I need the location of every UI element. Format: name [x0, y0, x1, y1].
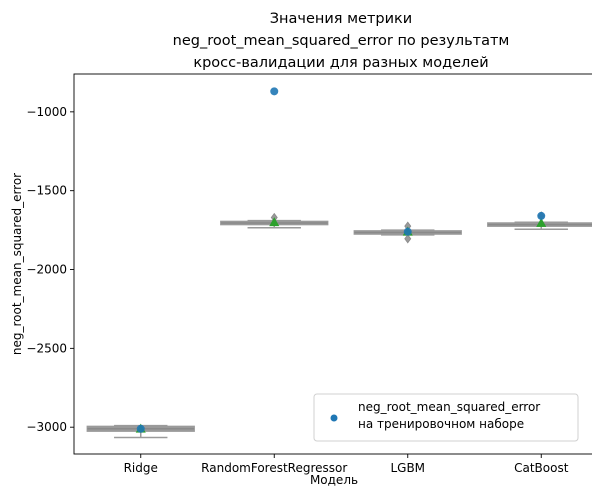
y-axis-ticks: −3000 −2500 −2000 −1500 −1000: [26, 105, 74, 434]
title-line-3: кросс-валидации для разных моделей: [193, 55, 488, 71]
x-tick-label: CatBoost: [514, 461, 569, 475]
x-axis-label: Модель: [310, 473, 358, 487]
legend-label-line-2: на тренировочном наборе: [358, 417, 524, 431]
x-axis-ticks: Ridge RandomForestRegressor LGBM CatBoost: [124, 454, 569, 475]
title-line-1: Значения метрики: [270, 11, 413, 27]
x-tick-label: Ridge: [124, 461, 158, 475]
train-point-catboost: [537, 212, 545, 220]
y-tick-label: −2000: [26, 263, 67, 277]
x-tick-label: LGBM: [390, 461, 425, 475]
legend-marker-train-point: [331, 415, 338, 422]
y-axis-label: neg_root_mean_squared_error: [10, 173, 24, 355]
title-line-2: neg_root_mean_squared_error по результат…: [173, 33, 510, 49]
legend: neg_root_mean_squared_error на тренирово…: [314, 394, 578, 441]
y-tick-label: −3000: [26, 420, 67, 434]
legend-label-line-1: neg_root_mean_squared_error: [358, 400, 540, 414]
y-tick-label: −1500: [26, 184, 67, 198]
train-point-ridge: [137, 425, 145, 433]
y-tick-label: −2500: [26, 341, 67, 355]
y-tick-label: −1000: [26, 105, 67, 119]
train-point-randomforestregressor: [270, 87, 278, 95]
train-point-lgbm: [404, 228, 412, 236]
chart-title: Значения метрики neg_root_mean_squared_e…: [173, 11, 510, 71]
